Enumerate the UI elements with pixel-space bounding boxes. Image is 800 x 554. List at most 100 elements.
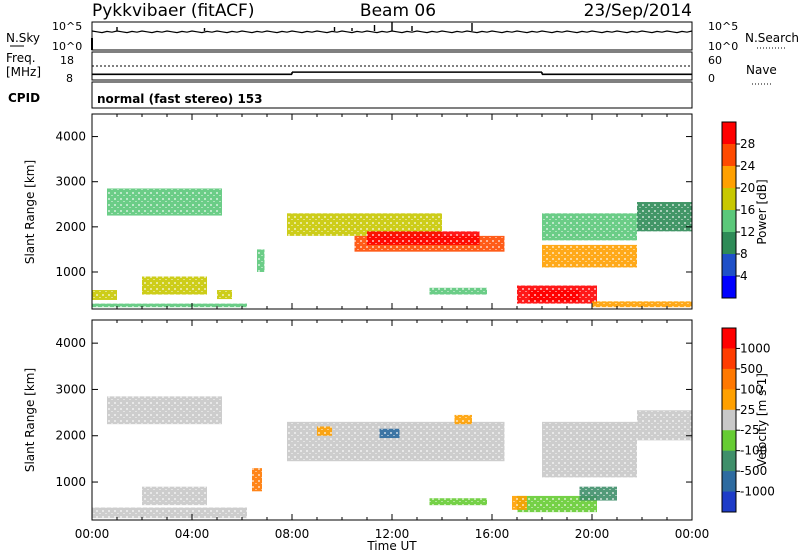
power-cbar-tick-label: 28 — [740, 137, 755, 151]
freq-panel: Freq. [MHz] 18 8 60 0 Nave — [6, 51, 777, 85]
velocity-cbar-swatch — [722, 450, 736, 472]
power-echo-texture — [257, 249, 265, 272]
power-cbar-tick-label: 8 — [740, 247, 748, 261]
velocity-cbar-tick-label: 100 — [740, 382, 763, 396]
velocity-echo-texture — [454, 414, 472, 425]
freq-tick-top: 18 — [60, 54, 74, 67]
velocity-cbar-swatch — [722, 491, 736, 513]
power-echo-texture — [529, 290, 580, 302]
velocity-cbar-tick-label: -1000 — [740, 485, 775, 499]
velocity-cbar-tick-label: -100 — [740, 444, 767, 458]
velocity-cbar-swatch — [722, 430, 736, 452]
velocity-cbar-swatch — [722, 409, 736, 431]
time-tick-label: 20:00 — [575, 527, 610, 541]
time-tick-label: 00:00 — [75, 527, 110, 541]
velocity-cbar-tick-label: -25 — [740, 423, 760, 437]
velocity-echo-texture — [92, 507, 247, 519]
power-echo-texture — [217, 290, 232, 300]
power-cbar-swatch — [722, 210, 736, 233]
time-axis-label: Time UT — [366, 539, 417, 553]
power-echo-texture — [367, 231, 480, 245]
time-tick-label: 12:00 — [375, 527, 410, 541]
power-echo-texture — [542, 213, 637, 241]
freq-tick-bottom: 8 — [66, 72, 73, 85]
nave-tick-bottom: 0 — [708, 72, 715, 85]
beam-title: Beam 06 — [360, 1, 436, 21]
power-cbar-tick-label: 16 — [740, 203, 755, 217]
power-ytick-label: 2000 — [55, 220, 86, 234]
power-ylabel: Slant Range [km] — [23, 160, 37, 264]
nave-label: Nave — [746, 63, 777, 77]
velocity-ytick-label: 2000 — [55, 429, 86, 443]
nsky-label: N.Sky — [6, 31, 40, 45]
velocity-cbar-swatch — [722, 348, 736, 370]
strip-panel: N.Sky 10^5 10^0 10^5 10^0 N.Search — [6, 20, 799, 53]
velocity-ytick-label: 4000 — [55, 336, 86, 350]
nsearch-tick-top: 10^5 — [708, 20, 738, 33]
time-tick-label: 08:00 — [275, 527, 310, 541]
power-echo-texture — [637, 202, 692, 232]
nave-tick-top: 60 — [708, 54, 722, 67]
velocity-cbar-swatch — [722, 368, 736, 390]
power-cbar-label: Power [dB] — [755, 179, 769, 244]
cpid-panel: CPID normal (fast stereo) 153 — [8, 81, 693, 109]
velocity-echo-texture — [317, 426, 332, 436]
time-tick-label: 00:00 — [675, 527, 710, 541]
power-panel: Slant Range [km] 1000 2000 3000 4000 28 24 20… — [23, 113, 769, 310]
velocity-echo-texture — [429, 498, 487, 506]
power-cbar-swatch — [722, 122, 736, 145]
power-echo-texture — [107, 188, 222, 216]
power-cbar-swatch — [722, 166, 736, 189]
velocity-echo-texture — [107, 396, 222, 425]
velocity-echo-texture — [142, 486, 207, 506]
power-echo-texture — [287, 213, 442, 236]
power-echo-texture — [592, 301, 692, 308]
time-tick-label: 16:00 — [475, 527, 510, 541]
velocity-echo-texture — [379, 428, 400, 439]
power-cbar-swatch — [722, 232, 736, 255]
cpid-text: normal (fast stereo) 153 — [97, 92, 263, 106]
velocity-panel: Slant Range [km] 1000 2000 3000 4000 00:00 0… — [23, 319, 775, 541]
power-echo-texture — [142, 276, 207, 295]
velocity-cbar-swatch — [722, 471, 736, 493]
power-cbar-tick-label: 4 — [740, 269, 748, 283]
velocity-cbar-swatch — [722, 389, 736, 411]
nsearch-label: N.Search — [745, 31, 799, 45]
velocity-cbar-tick-label: 1000 — [740, 341, 771, 355]
freq-label-2: [MHz] — [6, 65, 41, 79]
power-echo-texture — [429, 287, 487, 295]
nsky-tick-top: 10^5 — [52, 20, 82, 33]
velocity-cbar-swatch — [722, 328, 736, 349]
velocity-ytick-label: 1000 — [55, 475, 86, 489]
power-ytick-label: 3000 — [55, 175, 86, 189]
velocity-cbar-tick-label: 25 — [740, 403, 755, 417]
power-echo-texture — [92, 290, 117, 300]
velocity-ylabel: Slant Range [km] — [23, 368, 37, 472]
power-cbar-swatch — [722, 276, 736, 299]
power-cbar-tick-label: 20 — [740, 181, 755, 195]
nsky-line — [91, 30, 693, 34]
velocity-cbar-frame — [721, 327, 737, 513]
power-cbar-swatch — [722, 144, 736, 167]
velocity-cbar-tick-label: -500 — [740, 464, 767, 478]
velocity-echo-texture — [579, 486, 617, 501]
date-title: 23/Sep/2014 — [584, 1, 692, 21]
velocity-cbar-tick-label: 500 — [740, 362, 763, 376]
power-echo-texture — [542, 244, 637, 268]
nsky-tick-bottom: 10^0 — [52, 40, 82, 53]
power-echo-texture — [92, 303, 247, 308]
power-cbar-tick-label: 24 — [740, 159, 755, 173]
nsearch-tick-bottom: 10^0 — [708, 40, 738, 53]
power-cbar-swatch — [722, 254, 736, 277]
freq-label-1: Freq. — [6, 51, 36, 65]
power-ytick-label: 4000 — [55, 130, 86, 144]
velocity-echo-texture — [542, 421, 637, 478]
velocity-echo-texture — [252, 468, 262, 492]
velocity-ytick-label: 3000 — [55, 382, 86, 396]
velocity-echo-texture — [512, 495, 527, 510]
power-cbar-tick-label: 12 — [740, 225, 755, 239]
velocity-cbar-label: Velocity [m s-1] — [755, 373, 769, 467]
time-tick-label: 04:00 — [175, 527, 210, 541]
velocity-echo-texture — [517, 495, 597, 513]
